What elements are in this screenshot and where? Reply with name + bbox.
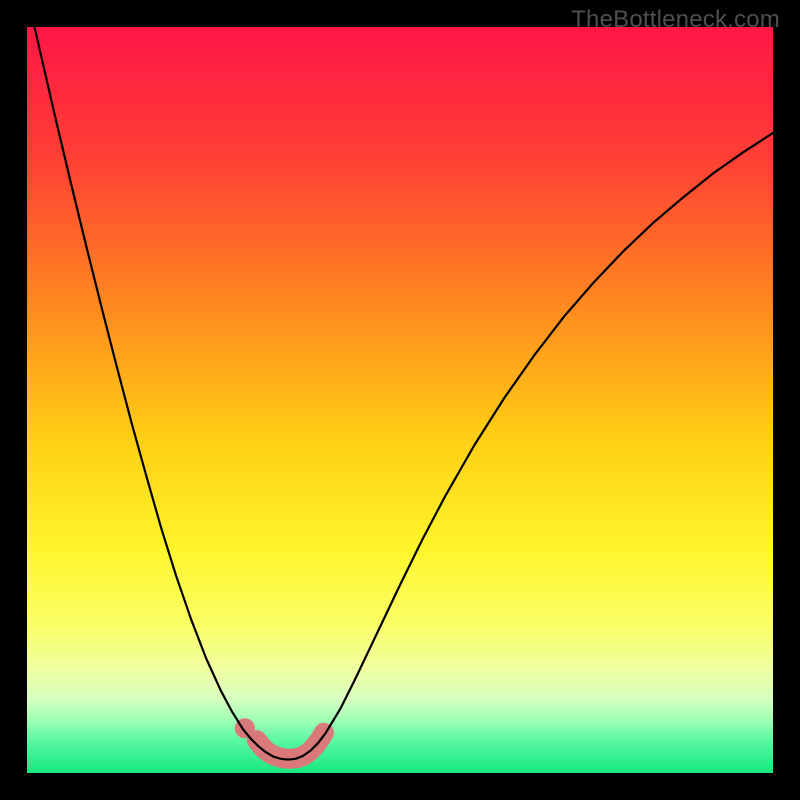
plot-area bbox=[27, 27, 773, 773]
watermark-text: TheBottleneck.com bbox=[571, 6, 780, 34]
curve-layer bbox=[27, 27, 773, 773]
chart-stage: TheBottleneck.com bbox=[0, 0, 800, 800]
bottleneck-curve bbox=[34, 27, 773, 760]
